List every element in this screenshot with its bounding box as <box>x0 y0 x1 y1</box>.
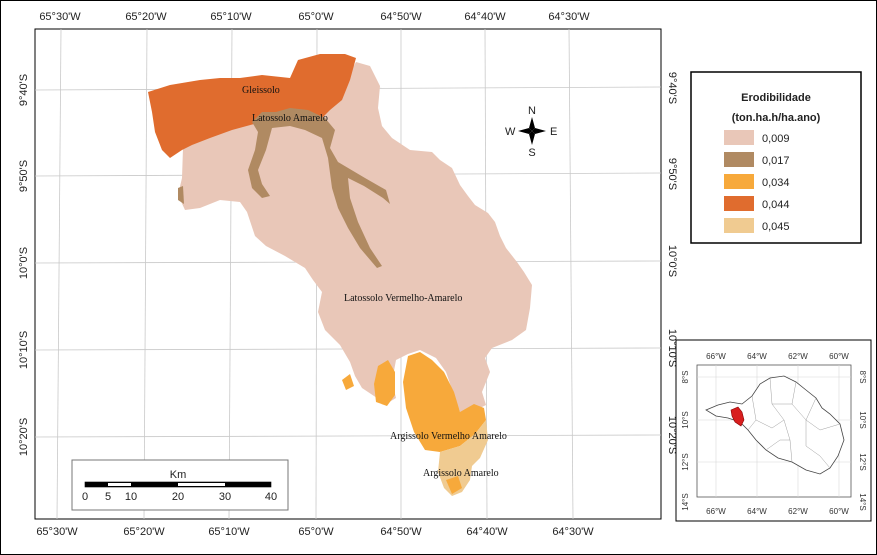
inset-right-label: 12°S <box>858 453 867 470</box>
left-lat-label: 9°40'S <box>18 74 30 106</box>
right-lat-label: 9°50'S <box>666 158 678 190</box>
legend-swatch <box>724 174 754 189</box>
rondonia-outline <box>705 375 845 475</box>
study-area-highlight <box>730 406 745 427</box>
compass-w: W <box>505 126 516 138</box>
label-argissolo-amarelo: Argissolo Amarelo <box>423 468 499 479</box>
scale-bar: Km 0 5 10 20 30 40 <box>71 459 289 511</box>
latossolo-amarelo-area <box>248 108 390 268</box>
label-latossolo-vermelho-amarelo: Latossolo Vermelho-Amarelo <box>344 293 462 304</box>
compass-s: S <box>528 147 535 159</box>
legend-swatch <box>724 196 754 211</box>
right-lat-label: 10°20'S <box>666 416 678 454</box>
scale-tick: 40 <box>265 491 277 503</box>
inset-top-label: 62°W <box>788 352 808 361</box>
latossolo-amarelo-patch-west <box>178 186 184 204</box>
label-gleissolo: Gleissolo <box>242 85 280 96</box>
legend-title: Erodibilidade <box>741 92 811 104</box>
inset-left-label: 14°S <box>681 493 690 510</box>
inset-municipalities <box>747 377 841 469</box>
compass-e: E <box>550 126 557 138</box>
inset-bottom-label: 62°W <box>788 507 808 516</box>
argissolo-amarelo-patch-south <box>446 476 462 494</box>
legend-label: 0,017 <box>762 155 790 167</box>
inset-bottom-label: 64°W <box>747 507 767 516</box>
inset-top-label: 66°W <box>706 352 726 361</box>
north-arrow-icon: N S E W <box>505 105 557 159</box>
bottom-lon-label: 64°40'W <box>466 526 508 538</box>
inset-left-label: 10°S <box>681 411 690 428</box>
bottom-lon-label: 64°50'W <box>380 526 422 538</box>
inset-map: 66°W 64°W 62°W 60°W 66°W 64°W 62°W 60°W … <box>675 339 872 522</box>
bottom-lon-label: 65°0'W <box>298 526 334 538</box>
left-lat-label: 10°0'S <box>18 247 30 279</box>
inset-left-label: 8°S <box>681 371 690 384</box>
top-lon-label: 64°50'W <box>380 11 422 23</box>
bottom-longitude-labels: 65°30'W 65°20'W 65°10'W 65°0'W 64°50'W 6… <box>36 526 594 538</box>
argissolo-vermelho-amarelo-patch-west <box>342 374 354 390</box>
label-latossolo-amarelo: Latossolo Amarelo <box>252 113 328 124</box>
top-longitude-labels: 65°30'W 65°20'W 65°10'W 65°0'W 64°50'W 6… <box>39 11 590 23</box>
scale-tick: 10 <box>125 491 137 503</box>
inset-bottom-label: 60°W <box>829 507 849 516</box>
scale-tick: 5 <box>105 491 111 503</box>
legend-label: 0,044 <box>762 199 790 211</box>
top-lon-label: 65°0'W <box>298 11 334 23</box>
right-lat-label: 10°0'S <box>666 245 678 277</box>
compass-n: N <box>528 105 536 117</box>
left-latitude-labels: 9°40'S 9°50'S 10°0'S 10°10'S 10°20'S <box>18 74 30 456</box>
argissolo-amarelo-area <box>438 420 488 496</box>
legend: Erodibilidade (ton.ha.h/ha.ano) 0,009 0,0… <box>690 71 862 244</box>
inset-top-label: 64°W <box>747 352 767 361</box>
scale-unit: Km <box>170 469 187 481</box>
bottom-lon-label: 65°20'W <box>123 526 165 538</box>
label-argissolo-vermelho-amarelo: Argissolo Vermelho Amarelo <box>390 431 507 442</box>
top-lon-label: 65°10'W <box>210 11 252 23</box>
scale-tick: 0 <box>82 491 88 503</box>
left-lat-label: 9°50'S <box>18 160 30 192</box>
legend-swatch <box>724 218 754 233</box>
legend-label: 0,034 <box>762 177 790 189</box>
inset-left-label: 12°S <box>681 453 690 470</box>
legend-label: 0,009 <box>762 133 790 145</box>
right-lat-label: 9°40'S <box>666 72 678 104</box>
top-lon-label: 64°40'W <box>464 11 506 23</box>
gleissolo-area <box>148 54 356 158</box>
soil-map <box>148 54 532 496</box>
bottom-lon-label: 65°30'W <box>36 526 78 538</box>
scale-tick: 20 <box>172 491 184 503</box>
latossolo-vermelho-amarelo-area <box>178 62 532 420</box>
legend-swatch <box>724 152 754 167</box>
scale-tick: 30 <box>219 491 231 503</box>
bottom-lon-label: 64°30'W <box>552 526 594 538</box>
legend-swatch <box>724 130 754 145</box>
legend-subtitle: (ton.ha.h/ha.ano) <box>732 112 821 124</box>
left-lat-label: 10°20'S <box>18 418 30 456</box>
right-latitude-labels: 9°40'S 9°50'S 10°0'S 10°10'S 10°20'S <box>666 72 678 454</box>
inset-right-label: 14°S <box>858 493 867 510</box>
legend-label: 0,045 <box>762 221 790 233</box>
top-lon-label: 64°30'W <box>548 11 590 23</box>
argissolo-vermelho-amarelo-area <box>403 352 486 452</box>
inset-top-label: 60°W <box>829 352 849 361</box>
left-lat-label: 10°10'S <box>18 331 30 369</box>
right-lat-label: 10°10'S <box>666 329 678 367</box>
top-lon-label: 65°30'W <box>39 11 81 23</box>
inset-right-label: 8°S <box>858 371 867 384</box>
inset-bottom-label: 66°W <box>706 507 726 516</box>
argissolo-vermelho-amarelo-patch-south <box>374 360 395 406</box>
inset-right-label: 10°S <box>858 411 867 428</box>
top-lon-label: 65°20'W <box>125 11 167 23</box>
bottom-lon-label: 65°10'W <box>208 526 250 538</box>
